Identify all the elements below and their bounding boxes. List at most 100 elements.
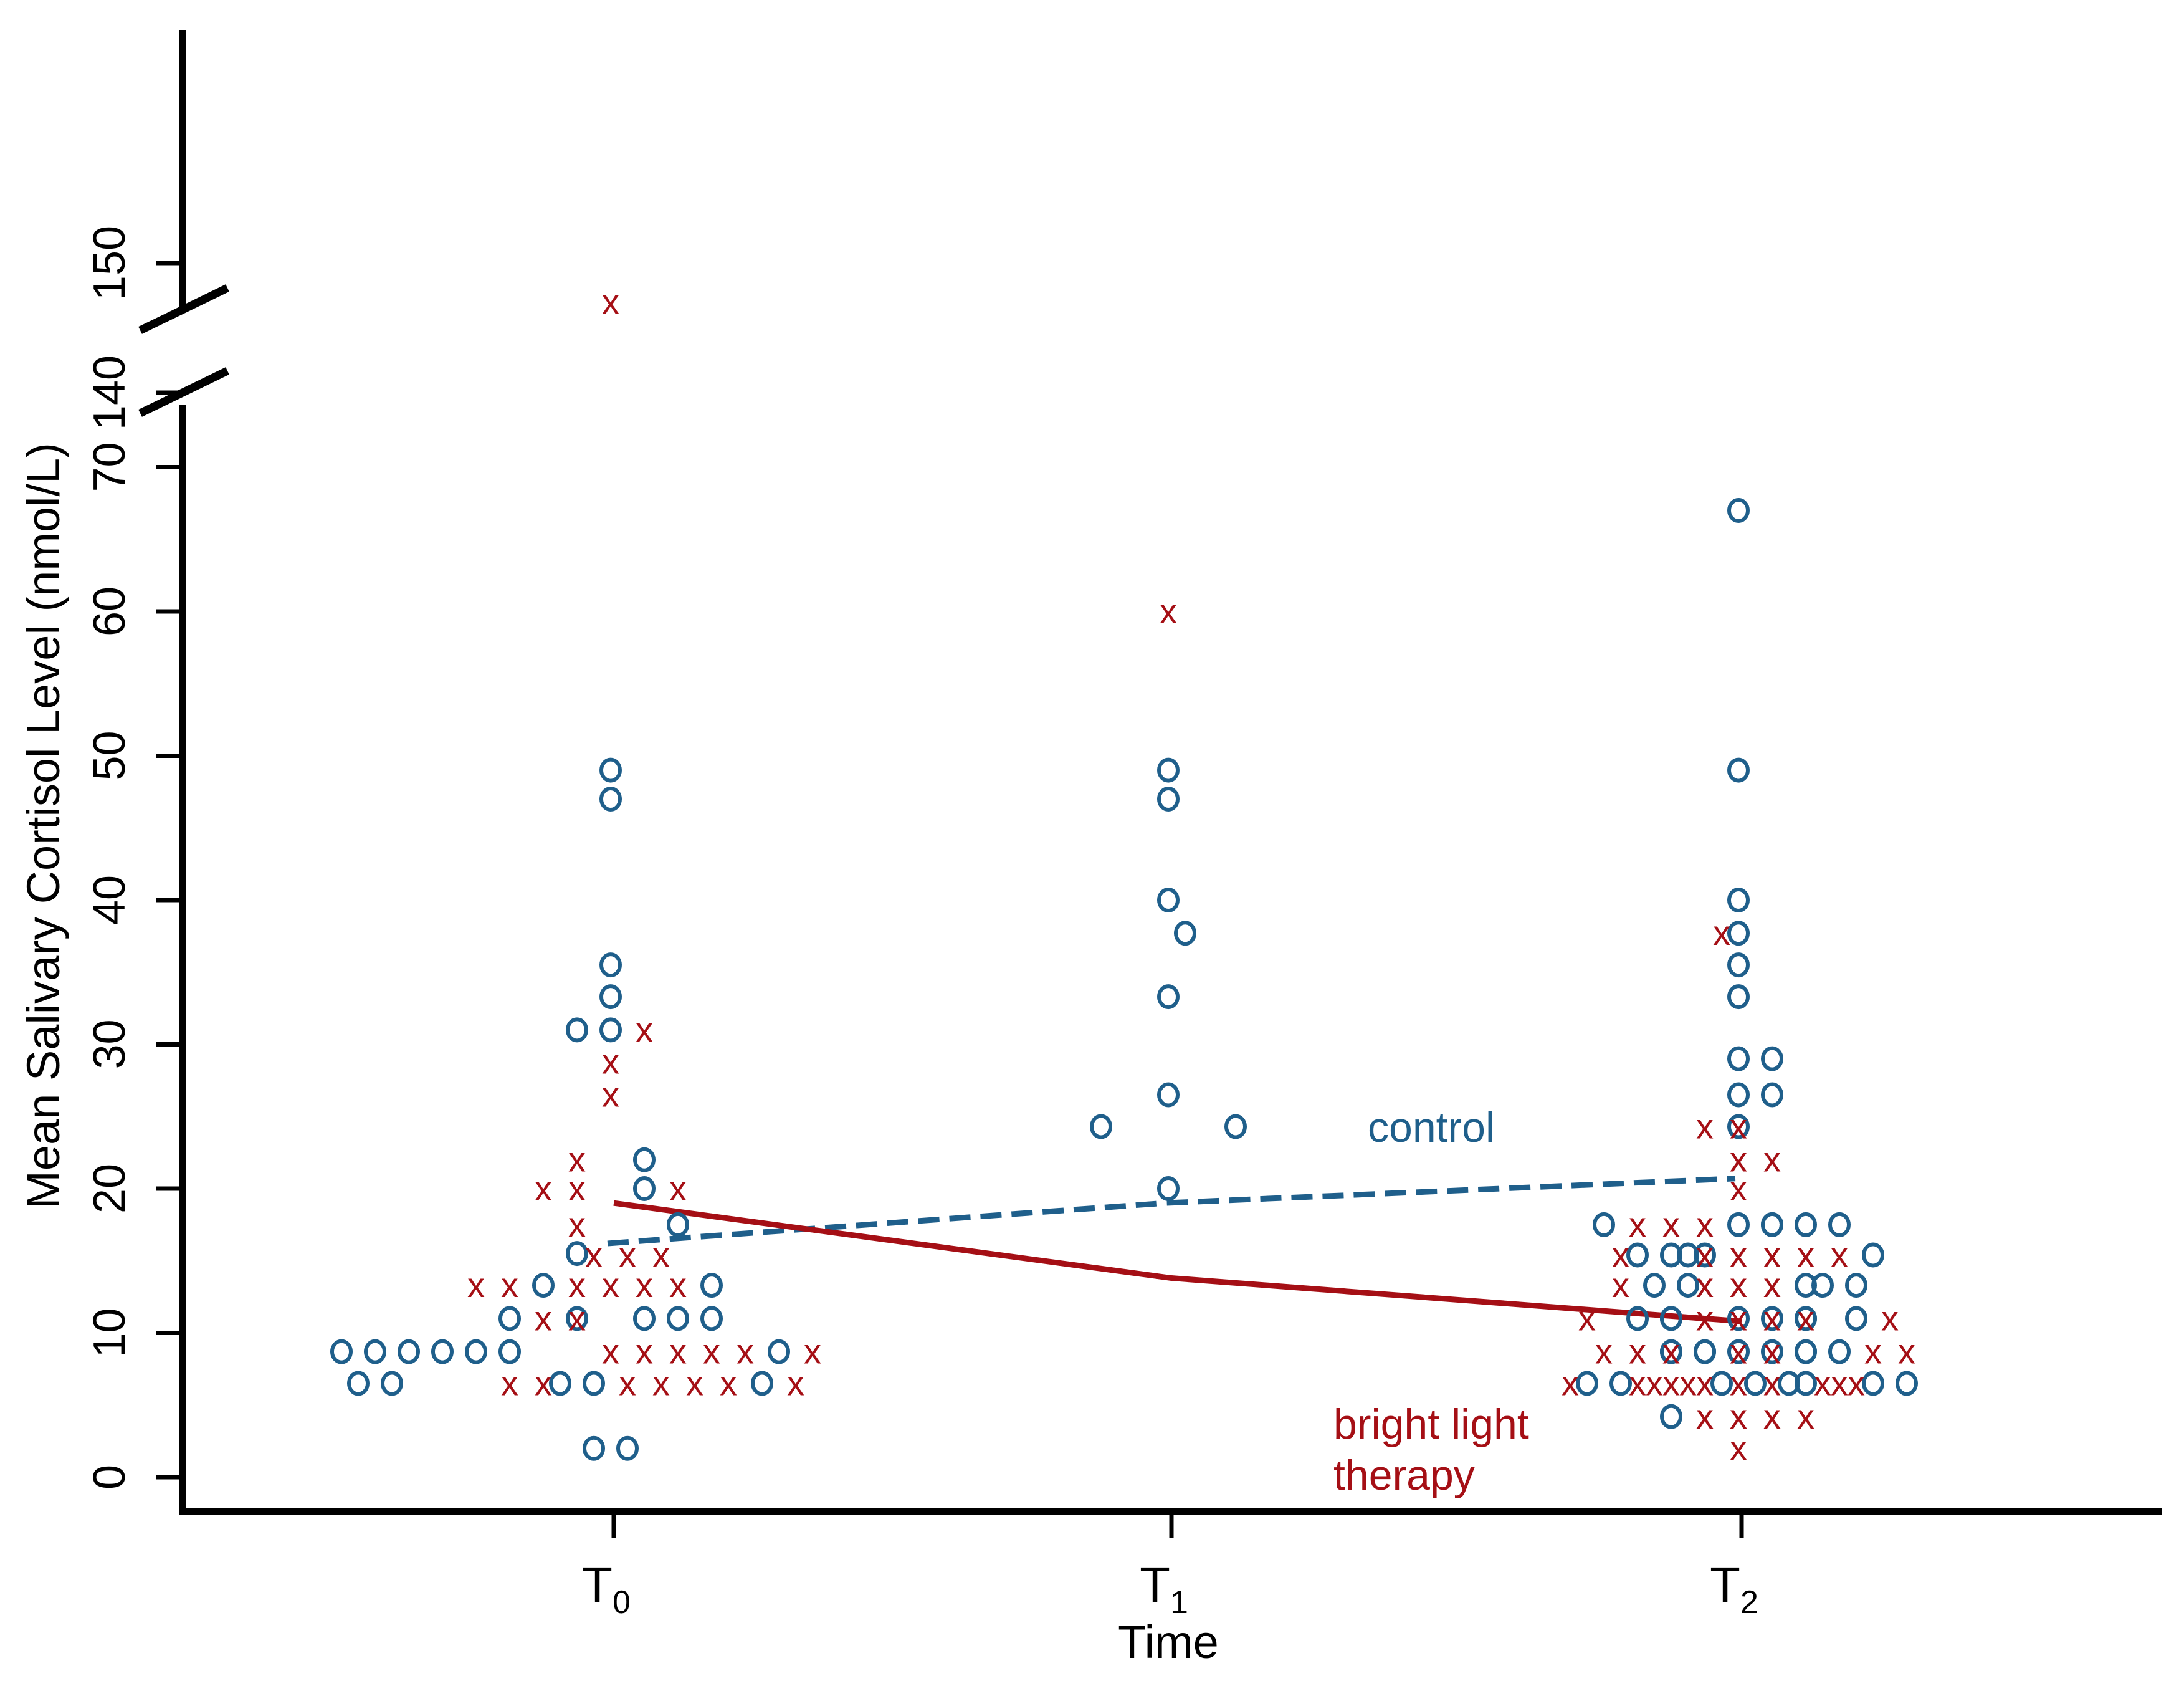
control-point	[1727, 1082, 1750, 1108]
bright-light-point: x	[1730, 1429, 1747, 1468]
control-point	[1828, 1339, 1851, 1364]
bright-light-point: x	[1730, 1140, 1747, 1179]
control-point	[1795, 1212, 1817, 1237]
bright-light-point: x	[1797, 1298, 1814, 1338]
bright-light-point: x	[669, 1169, 687, 1208]
bright-light-point: x	[1696, 1265, 1714, 1305]
control-point	[768, 1339, 790, 1364]
bright-light-point: x	[1662, 1332, 1680, 1371]
bright-light-point: x	[1730, 1235, 1747, 1274]
control-point	[1576, 1371, 1598, 1396]
control-point	[1643, 1273, 1666, 1298]
bright-light-point: x	[1797, 1235, 1814, 1274]
y-tick-label: 10	[85, 1308, 135, 1358]
control-point	[1862, 1371, 1884, 1396]
control-point	[1157, 1082, 1180, 1108]
bright-light-point: x	[1696, 1397, 1714, 1436]
bright-light-point: x	[1578, 1298, 1596, 1338]
x-tick-label: T2	[1710, 1557, 1758, 1621]
bright-light-therapy-mean-line	[613, 1200, 1742, 1324]
bright-light-point: x	[1730, 1235, 1747, 1274]
bright-light-point: x	[535, 1364, 552, 1403]
bright-light-point: x	[787, 1364, 804, 1403]
bright-light-point: x	[1713, 913, 1730, 952]
control-point	[498, 1306, 521, 1331]
bright-light-point: x	[602, 1075, 619, 1114]
bright-light-point: x	[1730, 1106, 1747, 1146]
control-point	[1727, 1046, 1750, 1071]
control-point	[1157, 757, 1180, 783]
control-point	[599, 1017, 622, 1043]
axis-break-mark	[138, 284, 229, 334]
bright-light-point: x	[720, 1364, 737, 1403]
bright-light-point: x	[1881, 1298, 1899, 1338]
control-point	[1896, 1371, 1918, 1396]
control-point	[1727, 1212, 1750, 1237]
bright-light-point: x	[1696, 1298, 1714, 1338]
control-point	[1727, 888, 1750, 912]
bright-light-point: x	[1730, 1106, 1747, 1146]
bright-light-point: x	[1696, 1265, 1714, 1305]
control-point	[1727, 497, 1750, 523]
control-point	[1727, 757, 1750, 783]
bright-light-point: x	[1662, 1332, 1680, 1371]
x-tick-label: T1	[1140, 1557, 1188, 1621]
bright-light-point: x	[1763, 1364, 1781, 1403]
bright-light-point: x	[1612, 1235, 1629, 1274]
control-point	[381, 1371, 403, 1396]
control-point	[633, 1176, 656, 1201]
bright-light-point: x	[1797, 1397, 1814, 1436]
bright-light-point: x	[1763, 1298, 1781, 1338]
control-point	[1811, 1273, 1834, 1298]
control-point	[465, 1339, 487, 1364]
bright-light-point: x	[619, 1364, 636, 1403]
mean-lines-layer	[607, 1176, 1742, 1324]
x-tick-label: T0	[582, 1557, 631, 1621]
bright-light-point: x	[669, 1265, 687, 1305]
y-tick-label: 150	[85, 226, 135, 300]
y-tick-label: 70	[85, 442, 135, 492]
y-tick-label: 140	[85, 355, 135, 430]
control-point	[1795, 1371, 1817, 1396]
control-point	[1626, 1242, 1649, 1268]
control-point	[1677, 1242, 1699, 1268]
control-point	[431, 1339, 454, 1364]
control-point	[616, 1435, 639, 1461]
control-point	[667, 1212, 689, 1237]
control-point	[1761, 1306, 1783, 1331]
bright-light-point: x	[1763, 1332, 1781, 1371]
control-point	[1727, 984, 1750, 1010]
labels-layer: Mean Salivary Cortisol Level (nmol/L) Ti…	[17, 443, 1529, 1668]
control-point	[1157, 888, 1180, 912]
bright-light-point: x	[535, 1298, 552, 1338]
control-point	[330, 1339, 353, 1364]
control-point	[1090, 1114, 1112, 1139]
bright-light-point: x	[1763, 1235, 1781, 1274]
bright-light-label-line2: therapy	[1333, 1452, 1475, 1499]
control-point	[1157, 984, 1180, 1010]
axis-break-mark	[138, 367, 229, 417]
control-point	[1710, 1371, 1733, 1396]
control-point	[1828, 1212, 1851, 1237]
bright-light-point: x	[1612, 1265, 1629, 1305]
bright-light-point: x	[1848, 1364, 1865, 1403]
control-point	[566, 1017, 588, 1043]
control-point	[1626, 1306, 1649, 1331]
bright-light-point: x	[568, 1298, 586, 1338]
control-point	[1727, 1114, 1750, 1139]
y-tick-label: 0	[85, 1465, 135, 1490]
bright-light-point: x	[1864, 1332, 1882, 1371]
bright-light-point: x	[652, 1364, 670, 1403]
bright-light-point: x	[602, 282, 619, 321]
bright-light-point: x	[1730, 1332, 1747, 1371]
control-point	[1593, 1212, 1615, 1237]
control-point	[1660, 1339, 1682, 1364]
bright-light-point: x	[619, 1235, 636, 1274]
bright-light-point: x	[636, 1010, 653, 1049]
bright-light-point: x	[501, 1364, 518, 1403]
bright-light-point: x	[1763, 1140, 1781, 1179]
bright-light-point: x	[1730, 1169, 1747, 1208]
bright-light-point: x	[501, 1265, 518, 1305]
